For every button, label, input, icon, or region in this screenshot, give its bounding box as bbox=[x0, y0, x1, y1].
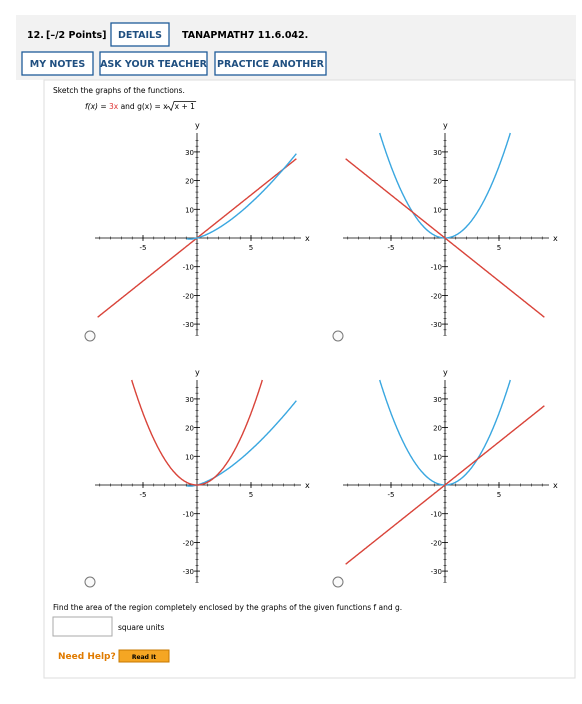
question-number: 12. bbox=[27, 30, 44, 41]
y-axis-label: y bbox=[195, 368, 200, 377]
formula: f(x) = 3x and g(x) = x x + 1 bbox=[85, 102, 195, 111]
x-tick-label: 5 bbox=[249, 491, 253, 499]
g-radicand: x + 1 bbox=[175, 102, 195, 111]
y-tick-label: 30 bbox=[433, 149, 442, 157]
curve bbox=[186, 153, 297, 240]
curve bbox=[131, 379, 263, 486]
y-tick-label: -30 bbox=[183, 321, 194, 329]
area-prompt: Find the area of the region completely e… bbox=[53, 603, 402, 612]
y-tick-label: 20 bbox=[433, 178, 442, 186]
y-tick-label: 30 bbox=[185, 149, 194, 157]
y-axis-label: y bbox=[443, 368, 448, 377]
y-tick-label: 30 bbox=[185, 396, 194, 404]
curve bbox=[186, 400, 297, 487]
y-tick-label: -10 bbox=[183, 264, 194, 272]
details-button[interactable] bbox=[110, 22, 170, 47]
details-label[interactable]: DETAILS bbox=[118, 30, 162, 41]
problem-code: TANAPMATH7 11.6.042. bbox=[182, 30, 308, 41]
y-axis-label: y bbox=[443, 121, 448, 130]
f-label: f(x) = bbox=[85, 102, 109, 111]
y-tick-label: 10 bbox=[185, 206, 194, 214]
x-tick-label: 5 bbox=[497, 491, 501, 499]
button-label[interactable]: PRACTICE ANOTHER bbox=[217, 59, 325, 70]
y-tick-label: -10 bbox=[431, 264, 442, 272]
radio-button[interactable] bbox=[84, 330, 96, 342]
button-label[interactable]: MY NOTES bbox=[30, 59, 86, 70]
x-tick-label: -5 bbox=[140, 244, 147, 252]
read-it-button[interactable] bbox=[118, 649, 170, 663]
y-tick-label: 20 bbox=[185, 178, 194, 186]
x-tick-label: 5 bbox=[497, 244, 501, 252]
y-tick-label: -10 bbox=[431, 511, 442, 519]
y-tick-label: 10 bbox=[433, 206, 442, 214]
y-tick-label: -30 bbox=[183, 568, 194, 576]
y-tick-label: -30 bbox=[431, 568, 442, 576]
y-tick-label: 20 bbox=[433, 425, 442, 433]
points: [–/2 Points] bbox=[46, 30, 107, 41]
answer-input[interactable] bbox=[52, 616, 113, 637]
y-tick-label: -20 bbox=[431, 539, 442, 547]
curve bbox=[345, 405, 545, 565]
y-tick-label: -10 bbox=[183, 511, 194, 519]
y-tick-label: -20 bbox=[431, 292, 442, 300]
sqrt-sign bbox=[166, 101, 197, 112]
button-label[interactable]: ASK YOUR TEACHER bbox=[100, 59, 208, 70]
unit: square units bbox=[118, 623, 164, 632]
need-help: Need Help? bbox=[58, 652, 116, 662]
x-axis-label: x bbox=[305, 234, 310, 243]
prompt: Sketch the graphs of the functions. bbox=[53, 86, 185, 95]
y-tick-label: 30 bbox=[433, 396, 442, 404]
y-tick-label: 20 bbox=[185, 425, 194, 433]
y-tick-label: -20 bbox=[183, 539, 194, 547]
x-tick-label: -5 bbox=[388, 491, 395, 499]
my-notes-button[interactable] bbox=[21, 51, 94, 76]
x-axis-label: x bbox=[553, 481, 558, 490]
radio-button[interactable] bbox=[332, 330, 344, 342]
x-axis-label: x bbox=[553, 234, 558, 243]
content-box bbox=[43, 79, 576, 679]
x-tick-label: -5 bbox=[140, 491, 147, 499]
curve bbox=[345, 158, 545, 318]
x-axis-label: x bbox=[305, 481, 310, 490]
radio-button[interactable] bbox=[84, 576, 96, 588]
y-tick-label: 10 bbox=[185, 453, 194, 461]
y-axis-label: y bbox=[195, 121, 200, 130]
f-expr: 3x bbox=[109, 102, 119, 111]
x-tick-label: 5 bbox=[249, 244, 253, 252]
practice-button[interactable] bbox=[214, 51, 327, 76]
y-tick-label: -20 bbox=[183, 292, 194, 300]
y-tick-label: 10 bbox=[433, 453, 442, 461]
read-it-label[interactable]: Read It bbox=[132, 654, 156, 661]
ask-teacher-button[interactable] bbox=[99, 51, 208, 76]
g-label: and g(x) = x bbox=[118, 102, 168, 111]
radio-button[interactable] bbox=[332, 576, 344, 588]
y-tick-label: -30 bbox=[431, 321, 442, 329]
x-tick-label: -5 bbox=[388, 244, 395, 252]
